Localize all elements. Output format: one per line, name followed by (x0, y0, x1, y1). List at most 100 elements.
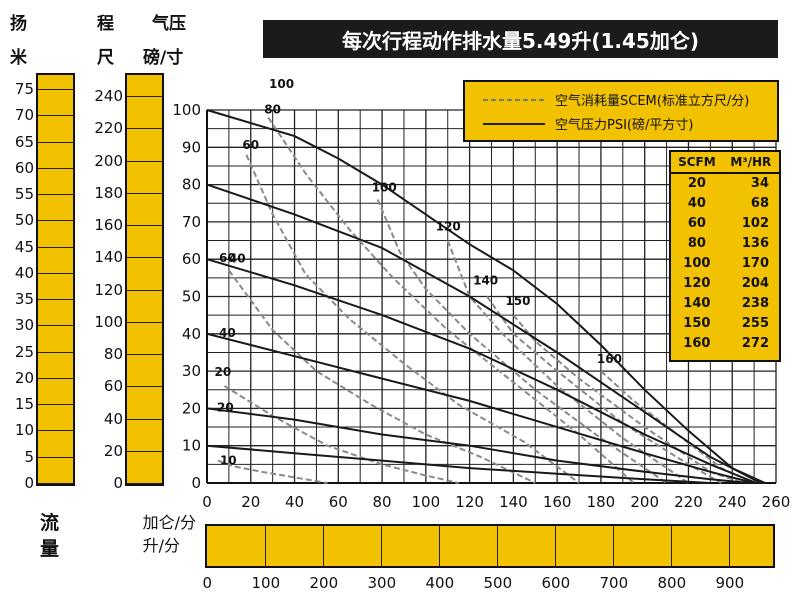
feet-gridline (127, 289, 162, 291)
conv-row: 140 238 (671, 294, 779, 314)
meters-tick: 45 (14, 237, 34, 256)
conv-header-m3hr: M³/HR (722, 152, 779, 174)
x-tick-label: 60 (329, 493, 348, 511)
feet-gridline (127, 257, 162, 259)
meters-gridline (38, 299, 73, 301)
air-pressure-line (206, 444, 711, 484)
legend: 空气消耗量SCEM(标准立方尺/分) 空气压力PSI(磅/平方寸) (463, 80, 779, 142)
air-curve-label: 40 (229, 251, 246, 265)
legend-air-consumption-text: 空气消耗量SCEM(标准立方尺/分) (555, 94, 750, 109)
lpm-scale-bar (205, 524, 775, 568)
air-curve-label: 10 (220, 454, 237, 468)
air-curve-label: 160 (597, 352, 622, 366)
lpm-tick-label: 700 (599, 574, 629, 592)
pressure-curve-label: 40 (219, 326, 236, 340)
air-pressure-line (206, 183, 762, 484)
meters-gridline (38, 404, 73, 406)
y-tick-label: 100 (172, 101, 201, 119)
lpm-tick-label: 800 (657, 574, 687, 592)
conv-m3hr-cell: 68 (750, 196, 769, 211)
feet-gridline (127, 225, 162, 226)
conv-header-scfm: SCFM (671, 152, 723, 174)
conv-m3hr-cell: 170 (741, 256, 769, 271)
feet-tick: 200 (94, 151, 123, 170)
feet-gridline (127, 450, 162, 452)
meters-tick: 70 (14, 106, 34, 125)
feet-gridline (127, 386, 162, 388)
conv-row: 60 102 (671, 214, 779, 234)
legend-air-pressure-text: 空气压力PSI(磅/平方寸) (555, 118, 694, 133)
feet-gridline (127, 192, 162, 194)
air-consumption-line (228, 269, 536, 484)
feet-tick: 80 (103, 345, 123, 363)
lpm-divider (671, 526, 672, 566)
pressure-label-a: 气压 (152, 14, 186, 34)
y-tick-label: 70 (182, 213, 201, 231)
legend-air-pressure: 空气压力PSI(磅/平方寸) (481, 114, 693, 133)
lpm-tick-label: 400 (425, 574, 455, 592)
air-pressure-line (206, 109, 766, 484)
solid-line-swatch (483, 122, 545, 125)
meters-gridline (38, 167, 73, 169)
meters-tick: 50 (14, 211, 34, 230)
meters-gridline (38, 115, 73, 117)
air-curve-label: 100 (372, 181, 397, 195)
meters-tick: 40 (14, 263, 34, 282)
head-meters-label-b: 米 (10, 48, 27, 68)
y-tick-label: 50 (182, 288, 201, 306)
conv-m3hr-cell: 272 (741, 336, 769, 351)
feet-tick: 240 (94, 87, 123, 105)
air-curve-label: 20 (215, 365, 232, 379)
flow-label-b: 量 (40, 538, 60, 560)
lpm-divider (439, 526, 440, 566)
conv-row: 100 170 (671, 254, 779, 274)
air-pressure-line (206, 258, 757, 484)
flow-label-a: 流 (40, 512, 60, 534)
air-pressure-line (206, 407, 750, 484)
conv-row: 20 34 (671, 173, 779, 194)
head-feet-label-b: 尺 (97, 48, 114, 68)
lpm-divider (323, 526, 324, 566)
feet-gridline (127, 321, 162, 323)
feet-gridline (127, 483, 162, 484)
head-meters-label-a: 扬 (10, 14, 27, 34)
conv-scfm-cell: 150 (683, 316, 711, 331)
lpm-tick-label: 300 (367, 574, 397, 592)
feet-gridline (127, 96, 162, 97)
meters-gridline (38, 456, 73, 458)
y-tick-label: 60 (182, 250, 201, 268)
conv-scfm-cell: 60 (687, 216, 706, 231)
lpm-divider (729, 526, 730, 566)
meters-gridline (38, 351, 73, 353)
meters-gridline (38, 377, 73, 379)
air-curve-label: 120 (436, 220, 461, 234)
feet-tick: 120 (94, 280, 123, 299)
meters-gridline (38, 483, 73, 484)
gpm-unit-label: 加仑/分 (142, 513, 196, 532)
air-consumption-line (245, 154, 580, 484)
air-consumption-line (446, 240, 690, 484)
air-curve-label: 140 (473, 274, 498, 288)
x-tick-label: 140 (499, 493, 528, 511)
conv-m3hr-cell: 34 (750, 176, 769, 191)
conv-m3hr-cell: 238 (741, 296, 769, 311)
lpm-divider (265, 526, 266, 566)
x-tick-label: 200 (630, 493, 659, 511)
lpm-divider (497, 526, 498, 566)
meters-gridline (38, 194, 73, 196)
conv-row: 150 255 (671, 314, 779, 334)
feet-gridline (127, 354, 162, 355)
meters-tick: 25 (14, 342, 34, 361)
air-curve-label: 80 (264, 102, 281, 116)
conv-scfm-cell: 140 (683, 296, 711, 311)
lpm-tick-label: 600 (541, 574, 571, 592)
feet-scale-bar (125, 73, 164, 486)
meters-tick: 10 (14, 421, 34, 440)
x-tick-label: 40 (285, 493, 304, 511)
lpm-tick-label: 900 (715, 574, 745, 592)
air-curve-label: 60 (242, 138, 259, 152)
conv-row: 40 68 (671, 194, 779, 214)
feet-tick: 100 (94, 312, 123, 331)
lpm-tick-label: 0 (202, 574, 213, 592)
x-tick-label: 0 (202, 493, 212, 511)
